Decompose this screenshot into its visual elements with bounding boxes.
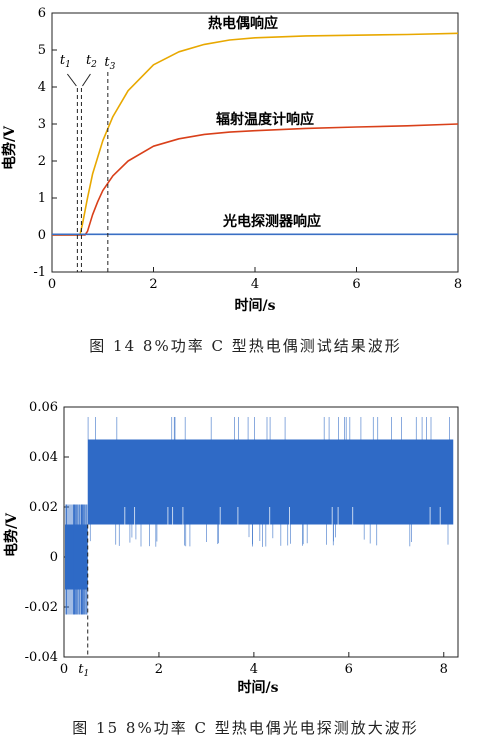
x-axis-label: 时间/s [235, 297, 276, 314]
figure-14-caption: 图 14 8%功率 C 型热电偶测试结果波形 [89, 337, 402, 355]
y-tick-label: 5 [38, 43, 46, 58]
marker-label-t2: t2 [86, 53, 97, 70]
series-group [65, 417, 454, 615]
x-tick-label: 2 [149, 277, 157, 292]
plot-axes [51, 12, 459, 273]
y-tick-label: -0.04 [25, 650, 58, 665]
y-axis-label: 电势/V [3, 512, 20, 557]
x-tick-label: 6 [345, 662, 353, 677]
series-label-photodetector: 光电探测器响应 [222, 213, 321, 230]
plot-frame [63, 406, 459, 658]
x-tick-label: 8 [440, 662, 448, 677]
x-tick-label: 2 [155, 662, 163, 677]
y-tick-label: 2 [38, 154, 46, 169]
time-markers: t1 [78, 524, 89, 679]
y-tick-label: -1 [33, 265, 46, 280]
noise-band-after-t1 [87, 439, 454, 525]
arrow-t2 [82, 73, 91, 87]
y-tick-label: 6 [38, 6, 46, 21]
plot-axes [63, 406, 459, 658]
y-tick-label: 0.04 [29, 450, 58, 465]
figure-15-chart: 0 2 4 6 8 -0.04 -0.02 0 0.02 0.04 0.06 t1 时间/s 电势/… [3, 400, 459, 696]
thermocouple-curve [52, 32, 459, 236]
y-tick-label: 0.06 [29, 400, 58, 415]
arrow-t1 [66, 73, 77, 87]
marker-label-t1: t1 [60, 53, 71, 70]
x-axis-label: 时间/s [238, 679, 279, 696]
x-tick-label: 0 [48, 277, 56, 292]
y-tick-label: 0 [50, 550, 58, 565]
y-tick-label: -0.02 [25, 600, 58, 615]
y-tick-label: 3 [38, 117, 46, 132]
series-label-thermocouple: 热电偶响应 [208, 15, 278, 32]
series-label-radiation-thermometer: 辐射温度计响应 [216, 111, 314, 128]
y-tick-label: 0 [38, 228, 46, 243]
y-tick-label: 4 [38, 80, 46, 95]
y-axis-label: 电势/V [1, 125, 18, 170]
series-group [52, 32, 459, 236]
plot-frame [51, 12, 459, 273]
y-tick-label: 0.02 [29, 500, 58, 515]
marker-label-t3: t3 [104, 55, 115, 72]
x-tick-label: 4 [250, 662, 258, 677]
marker-label-t1: t1 [78, 662, 89, 679]
figure-15-caption: 图 15 8%功率 C 型热电偶光电探测放大波形 [72, 719, 419, 737]
x-tick-label: 6 [352, 277, 360, 292]
x-tick-label: 4 [251, 277, 259, 292]
time-markers: t1 t2 t3 [60, 53, 116, 272]
tick-labels: 0 2 4 6 8 -0.04 -0.02 0 0.02 0.04 0.06 [25, 400, 448, 677]
y-tick-label: 1 [38, 191, 46, 206]
x-tick-label: 0 [60, 662, 68, 677]
x-tick-label: 8 [454, 277, 462, 292]
radiation-thermometer-curve [52, 123, 459, 236]
